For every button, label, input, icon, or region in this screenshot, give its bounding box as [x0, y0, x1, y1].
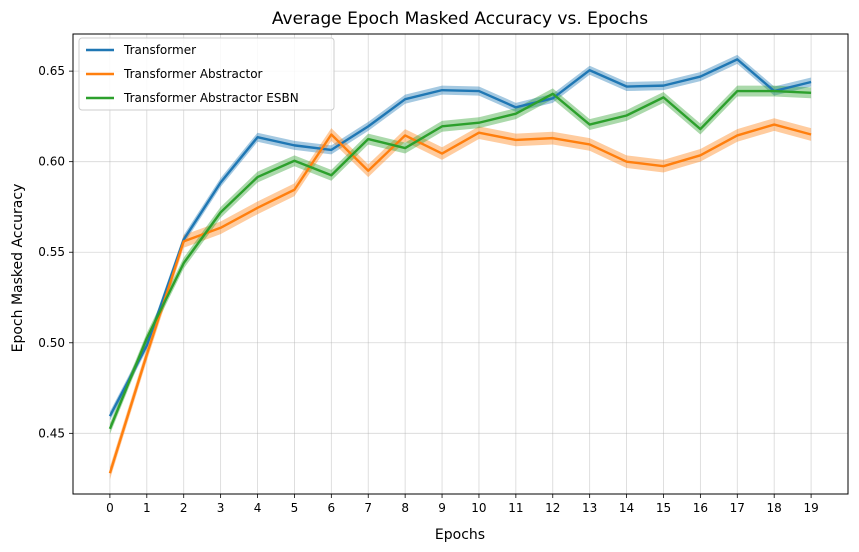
- x-tick-label: 3: [217, 501, 225, 515]
- series-line: [108, 58, 812, 417]
- y-axis-ticks: 0.45 0.50 0.55 0.60 0.65: [38, 64, 73, 440]
- grid: [73, 34, 848, 494]
- x-tick-label: 7: [364, 501, 372, 515]
- legend-label: Transformer Abstractor: [123, 67, 263, 81]
- x-tick-label: 15: [656, 501, 671, 515]
- y-tick-label: 0.65: [38, 64, 65, 78]
- x-tick-label: 8: [401, 501, 409, 515]
- x-tick-label: 18: [767, 501, 782, 515]
- y-tick-label: 0.55: [38, 245, 65, 259]
- x-tick-label: 4: [254, 501, 262, 515]
- y-tick-label: 0.50: [38, 336, 65, 350]
- legend-box: [78, 37, 335, 111]
- series-band: [109, 54, 812, 421]
- chart-title: Average Epoch Masked Accuracy vs. Epochs: [272, 9, 648, 29]
- x-tick-label: 6: [328, 501, 336, 515]
- x-tick-label: 11: [508, 501, 523, 515]
- x-axis-title: Epochs: [435, 527, 485, 543]
- x-tick-label: 16: [693, 501, 708, 515]
- x-tick-label: 13: [582, 501, 597, 515]
- x-tick-label: 14: [619, 501, 634, 515]
- x-tick-label: 5: [291, 501, 299, 515]
- plot-area-frame: [72, 33, 849, 495]
- series-lines: [108, 58, 812, 474]
- y-tick-label: 0.45: [38, 426, 65, 440]
- x-tick-label: 10: [471, 501, 486, 515]
- x-tick-label: 17: [730, 501, 745, 515]
- x-tick-label: 12: [545, 501, 560, 515]
- series-line: [108, 89, 812, 430]
- legend: Transformer Transformer Abstractor Transfo…: [78, 37, 335, 111]
- x-tick-label: 19: [803, 501, 818, 515]
- legend-label: Transformer: [123, 43, 196, 57]
- y-axis-title: Epoch Masked Accuracy: [10, 184, 26, 353]
- x-tick-label: 9: [438, 501, 446, 515]
- x-tick-label: 0: [106, 501, 114, 515]
- series-line: [108, 123, 812, 474]
- x-tick-label: 1: [143, 501, 151, 515]
- y-tick-label: 0.60: [38, 155, 65, 169]
- x-tick-label: 2: [180, 501, 188, 515]
- series-band: [109, 118, 812, 480]
- confidence-bands: [109, 54, 812, 480]
- x-axis-ticks: 0 1 2 3 4 5 6 7 8 9 10 11 12 13 14 15 16 17 18 19: [106, 494, 819, 515]
- legend-label: Transformer Abstractor ESBN: [123, 91, 299, 105]
